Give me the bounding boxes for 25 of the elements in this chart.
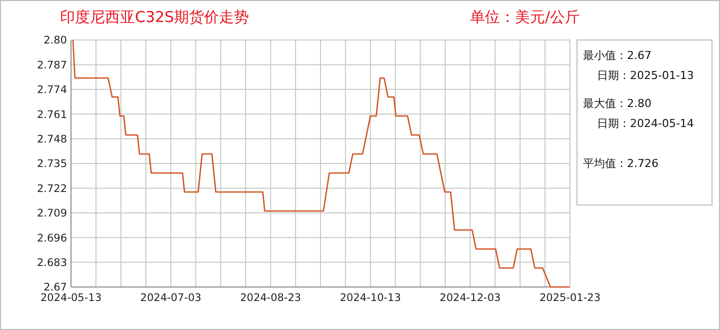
x-tick-label: 2024-07-03 — [140, 292, 202, 304]
text: 日期：2024-05-14 — [597, 116, 694, 130]
x-tick-label: 2024-05-13 — [40, 292, 102, 304]
y-tick-label: 2.683 — [36, 256, 67, 269]
text: 最大值：2.80 — [583, 96, 652, 110]
x-tick-label: 2024-08-23 — [240, 292, 302, 304]
x-tick-label: 2024-12-03 — [440, 292, 501, 304]
y-tick-label: 2.696 — [36, 232, 68, 244]
y-tick-label: 2.748 — [36, 133, 67, 146]
text: 最小值：2.67 — [583, 48, 652, 62]
chart-subtitle: 单位：美元/公斤 — [470, 8, 580, 26]
y-tick-label: 2.67 — [44, 282, 67, 294]
y-tick-label: 2.735 — [36, 158, 67, 170]
text: 平均值：2.726 — [583, 156, 658, 170]
chart-title: 印度尼西亚C32S期货价走势 — [60, 8, 250, 26]
y-tick-label: 2.709 — [36, 208, 67, 220]
y-tick-label: 2.80 — [44, 34, 67, 47]
text: 日期：2025-01-13 — [597, 68, 694, 82]
x-tick-label: 2025-01-23 — [539, 292, 601, 304]
y-tick-label: 2.787 — [36, 59, 67, 72]
line-series — [72, 39, 571, 288]
y-tick-label: 2.761 — [36, 108, 67, 121]
x-tick-label: 2024-10-13 — [340, 292, 401, 304]
y-tick-label: 2.722 — [36, 182, 67, 195]
y-tick-label: 2.774 — [36, 84, 68, 96]
